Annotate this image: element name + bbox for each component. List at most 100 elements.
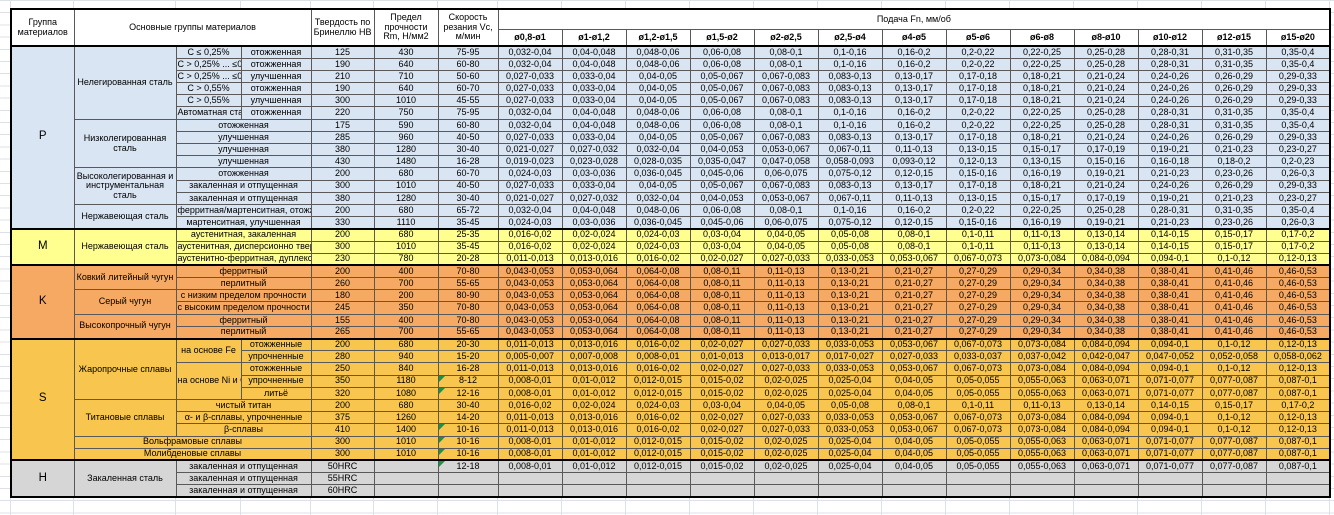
feed-value-cell[interactable]: 0,055-0,063	[1009, 374, 1075, 388]
feed-value-cell[interactable]	[945, 472, 1011, 486]
feed-value-cell[interactable]: 0,12-0,13	[945, 155, 1011, 169]
feed-value-cell[interactable]: 0,01-0,012	[561, 435, 627, 449]
feed-value-cell[interactable]: 0,11-0,13	[753, 264, 819, 279]
feed-value-cell[interactable]: 0,28-0,31	[1137, 118, 1203, 132]
feed-value-cell[interactable]: 0,025-0,04	[817, 374, 883, 388]
feed-value-cell[interactable]: 0,11-0,13	[881, 142, 947, 157]
feed-value-cell[interactable]: 0,28-0,31	[1137, 203, 1203, 218]
feed-value-cell[interactable]: 0,27-0,29	[945, 289, 1011, 303]
feed-value-cell[interactable]: 0,21-0,27	[881, 313, 947, 327]
feed-value-cell[interactable]	[817, 472, 883, 486]
strength-cell[interactable]: 960	[373, 130, 439, 145]
strength-cell[interactable]: 1010	[373, 94, 439, 108]
group-letter-cell[interactable]: H	[10, 459, 75, 498]
feed-value-cell[interactable]: 0,087-0,1	[1265, 435, 1331, 449]
feed-value-cell[interactable]: 0,13-0,21	[817, 313, 883, 327]
feed-value-cell[interactable]: 0,41-0,46	[1201, 289, 1267, 303]
feed-value-cell[interactable]: 0,04-0,05	[753, 398, 819, 413]
feed-value-cell[interactable]: 0,19-0,21	[1137, 142, 1203, 157]
feed-value-cell[interactable]: 0,46-0,53	[1265, 289, 1331, 303]
feed-value-cell[interactable]: 0,02-0,027	[689, 362, 755, 376]
strength-cell[interactable]: 680	[373, 337, 439, 352]
cutting-speed-cell[interactable]: 70-80	[437, 264, 499, 279]
feed-value-cell[interactable]: 0,03-0,036	[561, 216, 627, 230]
feed-value-cell[interactable]: 0,26-0,3	[1265, 216, 1331, 230]
feed-value-cell[interactable]: 0,06-0,08	[689, 44, 755, 59]
feed-value-cell[interactable]: 0,1-0,12	[1201, 411, 1267, 425]
feed-value-cell[interactable]: 0,067-0,083	[753, 69, 819, 84]
feed-value-cell[interactable]: 0,31-0,35	[1201, 118, 1267, 132]
hardness-cell[interactable]: 175	[310, 118, 375, 132]
feed-value-cell[interactable]: 0,045-0,06	[689, 167, 755, 181]
feed-value-cell[interactable]: 0,15-0,17	[1009, 142, 1075, 157]
feed-value-cell[interactable]: 0,21-0,27	[881, 264, 947, 279]
material-name-cell[interactable]: Нержавеющая сталь	[73, 203, 177, 230]
feed-value-cell[interactable]: 0,073-0,084	[1009, 423, 1075, 437]
strength-cell[interactable]: 590	[373, 118, 439, 132]
feed-value-cell[interactable]: 0,29-0,33	[1265, 130, 1331, 145]
feed-value-cell[interactable]: 0,41-0,46	[1201, 313, 1267, 327]
feed-value-cell[interactable]: 0,23-0,27	[1265, 142, 1331, 157]
cutting-speed-cell[interactable]: 40-50	[437, 130, 499, 145]
feed-value-cell[interactable]: 0,013-0,016	[561, 423, 627, 437]
feed-value-cell[interactable]: 0,02-0,027	[689, 423, 755, 437]
main-groups-column-header[interactable]: Основные группы материалов	[73, 8, 312, 47]
feed-value-cell[interactable]: 0,29-0,33	[1265, 179, 1331, 193]
group-column-header[interactable]: Группа материалов	[10, 8, 75, 47]
feed-value-cell[interactable]: 0,027-0,032	[561, 191, 627, 205]
feed-value-cell[interactable]: 0,17-0,18	[945, 94, 1011, 108]
feed-value-cell[interactable]: 0,036-0,045	[625, 167, 691, 181]
feed-value-cell[interactable]: 0,18-0,21	[1009, 94, 1075, 108]
feed-value-cell[interactable]: 0,024-0,03	[497, 216, 563, 230]
material-state-cell[interactable]: отожженная	[175, 118, 312, 132]
feed-value-cell[interactable]: 0,06-0,08	[689, 57, 755, 71]
feed-value-cell[interactable]: 0,21-0,27	[881, 301, 947, 315]
feed-value-cell[interactable]: 0,083-0,13	[817, 69, 883, 84]
feed-value-cell[interactable]: 0,053-0,064	[561, 313, 627, 327]
feed-value-cell[interactable]: 0,067-0,073	[945, 362, 1011, 376]
feed-value-cell[interactable]: 0,13-0,21	[817, 264, 883, 279]
feed-value-cell[interactable]: 0,01-0,012	[561, 374, 627, 388]
hardness-cell[interactable]: 200	[310, 337, 375, 352]
feed-value-cell[interactable]: 0,027-0,033	[497, 69, 563, 84]
feed-value-cell[interactable]: 0,1-0,11	[945, 227, 1011, 242]
feed-value-cell[interactable]: 0,042-0,047	[1073, 350, 1139, 364]
hardness-cell[interactable]: 200	[310, 398, 375, 413]
cutting-speed-cell[interactable]: 30-40	[437, 191, 499, 205]
feed-value-cell[interactable]: 0,071-0,077	[1137, 435, 1203, 449]
feed-value-cell[interactable]: 0,087-0,1	[1265, 459, 1331, 474]
feed-value-cell[interactable]: 0,29-0,34	[1009, 277, 1075, 291]
feed-value-cell[interactable]: 0,27-0,29	[945, 325, 1011, 340]
feed-value-cell[interactable]: 0,38-0,41	[1137, 313, 1203, 327]
feed-value-cell[interactable]: 0,053-0,064	[561, 325, 627, 340]
feed-value-cell[interactable]: 0,053-0,067	[753, 191, 819, 205]
feed-value-cell[interactable]: 0,22-0,25	[1009, 44, 1075, 59]
feed-value-cell[interactable]: 0,34-0,38	[1073, 301, 1139, 315]
feed-value-cell[interactable]: 0,05-0,055	[945, 447, 1011, 461]
feed-value-cell[interactable]	[561, 472, 627, 486]
feed-value-cell[interactable]: 0,15-0,17	[1201, 227, 1267, 242]
material-subtype-cell[interactable]: C > 0,25% ... ≤0,55%	[175, 69, 242, 84]
feed-value-cell[interactable]: 0,11-0,13	[1009, 398, 1075, 413]
feed-value-cell[interactable]: 0,13-0,14	[1073, 240, 1139, 254]
material-state-cell[interactable]: отожженная	[240, 57, 312, 71]
feed-value-cell[interactable]: 0,094-0,1	[1137, 362, 1203, 376]
strength-cell[interactable]: 1280	[373, 142, 439, 157]
feed-value-cell[interactable]: 0,016-0,02	[497, 227, 563, 242]
feed-value-cell[interactable]: 0,12-0,13	[1265, 252, 1331, 266]
hardness-cell[interactable]: 200	[310, 227, 375, 242]
feed-value-cell[interactable]: 0,05-0,067	[689, 94, 755, 108]
feed-value-cell[interactable]: 0,053-0,064	[561, 301, 627, 315]
cutting-speed-cell[interactable]	[437, 472, 499, 486]
material-name-cell[interactable]: Серый чугун	[73, 289, 177, 315]
feed-value-cell[interactable]: 0,25-0,28	[1073, 106, 1139, 120]
cutting-speed-cell[interactable]: 20-28	[437, 252, 499, 266]
feed-value-cell[interactable]	[497, 472, 563, 486]
cutting-speed-cell[interactable]: 30-40	[437, 142, 499, 157]
feed-value-cell[interactable]: 0,12-0,13	[1265, 423, 1331, 437]
feed-value-cell[interactable]: 0,21-0,24	[1073, 94, 1139, 108]
feed-value-cell[interactable]: 0,46-0,53	[1265, 313, 1331, 327]
feed-value-cell[interactable]: 0,063-0,071	[1073, 435, 1139, 449]
hardness-cell[interactable]: 200	[310, 203, 375, 218]
feed-value-cell[interactable]: 0,063-0,071	[1073, 447, 1139, 461]
